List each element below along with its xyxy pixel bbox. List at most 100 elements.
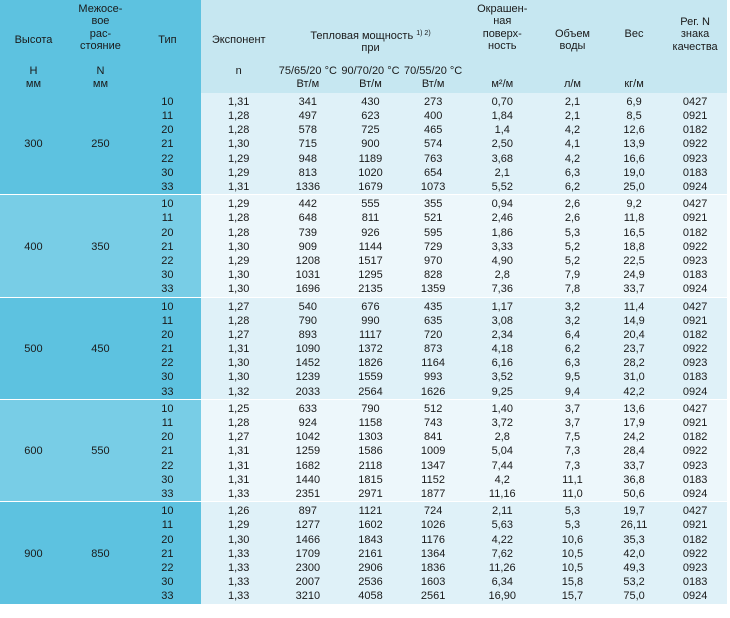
cell-water-volume: 11,1	[540, 472, 605, 488]
table-row: 600 550 10 1,25 633 790 512 1,40 3,7 13,6 0427	[0, 398, 727, 502]
group-height-cell: 400	[0, 194, 67, 298]
table-row: 500 450 10 1,27 540 676 435 1,17 3,2 11,4 0427	[0, 296, 727, 400]
cell-weight: 17,9	[604, 416, 664, 431]
cell-type: 10	[133, 501, 201, 519]
cell-exponent: 1,30	[200, 370, 277, 385]
cell-power-90-70: 623	[339, 109, 402, 124]
cell-water-volume: 6,3	[540, 165, 605, 181]
cell-reg-number: 0924	[663, 487, 727, 502]
cell-power-70-55: 724	[401, 501, 465, 519]
cell-type: 10	[133, 194, 201, 212]
cell-exponent: 1,29	[200, 194, 277, 212]
cell-type: 33	[133, 589, 201, 604]
cell-painted-surface: 6,34	[464, 575, 541, 590]
cell-type: 21	[133, 239, 201, 255]
cell-water-volume: 5,3	[540, 518, 605, 533]
table-row: 11 1,28 790 990 635 3,08 3,2 14,9 0921	[0, 313, 727, 328]
cell-weight: 8,5	[604, 109, 664, 124]
header-painted-line3: поверх-	[482, 27, 522, 40]
header-heat-power-label: Тепловая мощность	[310, 30, 414, 42]
cell-power-75-65: 497	[276, 109, 340, 124]
table-row: 22 1,30 1452 1826 1164 6,16 6,3 28,2 0923	[0, 356, 727, 371]
cell-exponent: 1,33	[200, 575, 277, 590]
group-height-cell: 600	[0, 398, 67, 502]
cell-exponent: 1,30	[200, 356, 277, 371]
cell-type: 21	[133, 546, 201, 561]
cell-power-90-70: 900	[339, 137, 402, 152]
cell-weight: 22,5	[604, 254, 664, 269]
cell-power-90-70: 1826	[339, 356, 402, 371]
cell-weight: 35,3	[604, 532, 664, 547]
cell-weight: 24,9	[604, 268, 664, 283]
cell-reg-number: 0924	[663, 282, 727, 298]
cell-painted-surface: 6,16	[464, 356, 541, 371]
table-row: 21 1,31 1259 1586 1009 5,04 7,3 28,4 0922	[0, 444, 727, 459]
cell-power-70-55: 400	[401, 109, 465, 124]
cell-weight: 9,2	[604, 194, 664, 212]
header-height-label: Высота	[14, 34, 53, 47]
cell-reg-number: 0922	[663, 239, 727, 255]
cell-water-volume: 4,2	[540, 123, 605, 138]
cell-exponent: 1,30	[200, 239, 277, 255]
cell-power-70-55: 720	[401, 328, 465, 343]
cell-exponent: 1,28	[200, 211, 277, 226]
cell-type: 11	[133, 416, 201, 431]
header-weight: Вес	[604, 0, 664, 65]
table-row: 11 1,29 1277 1602 1026 5,63 5,3 26,11 0921	[0, 518, 727, 533]
cell-power-70-55: 1836	[401, 561, 465, 576]
cell-water-volume: 7,3	[540, 444, 605, 459]
cell-weight: 33,7	[604, 458, 664, 473]
cell-power-75-65: 897	[276, 501, 340, 519]
cell-type: 33	[133, 180, 201, 195]
table-row: 900 850 10 1,26 897 1121 724 2,11 5,3 19,7 0427	[0, 501, 727, 604]
cell-type: 33	[133, 487, 201, 502]
header-mode2: 90/70/20 °C	[339, 65, 402, 78]
cell-power-70-55: 273	[401, 93, 465, 110]
cell-weight: 16,5	[604, 225, 664, 240]
cell-painted-surface: 9,25	[464, 384, 541, 400]
cell-power-75-65: 341	[276, 93, 340, 110]
header-exponent-label: Экспонент	[211, 34, 266, 47]
cell-water-volume: 2,1	[540, 109, 605, 124]
cell-power-70-55: 435	[401, 296, 465, 314]
cell-reg-number: 0183	[663, 268, 727, 283]
header-weight-unit-spacer	[604, 65, 664, 78]
group-spacing-cell: 550	[66, 398, 134, 502]
cell-painted-surface: 7,36	[464, 282, 541, 298]
cell-weight: 23,7	[604, 342, 664, 357]
cell-exponent: 1,30	[200, 268, 277, 283]
header-unit-weight: кг/м	[604, 78, 664, 93]
cell-reg-number: 0183	[663, 165, 727, 181]
cell-water-volume: 2,6	[540, 211, 605, 226]
cell-power-70-55: 841	[401, 430, 465, 445]
cell-power-75-65: 1452	[276, 356, 340, 371]
cell-power-70-55: 595	[401, 225, 465, 240]
header-spacing: Межосе- вое рас- стояние	[66, 0, 134, 65]
cell-type: 30	[133, 575, 201, 590]
table-row: 33 1,30 1696 2135 1359 7,36 7,8 33,7 0924	[0, 282, 727, 298]
cell-weight: 18,8	[604, 239, 664, 255]
cell-painted-surface: 7,44	[464, 458, 541, 473]
cell-type: 30	[133, 370, 201, 385]
cell-power-90-70: 1121	[339, 501, 402, 519]
cell-exponent: 1,33	[200, 589, 277, 604]
cell-type: 11	[133, 211, 201, 226]
cell-reg-number: 0922	[663, 546, 727, 561]
cell-power-70-55: 763	[401, 151, 465, 166]
cell-water-volume: 6,2	[540, 180, 605, 195]
cell-painted-surface: 2,8	[464, 430, 541, 445]
cell-painted-surface: 5,04	[464, 444, 541, 459]
cell-painted-surface: 11,16	[464, 487, 541, 502]
cell-power-70-55: 729	[401, 239, 465, 255]
cell-painted-surface: 4,22	[464, 532, 541, 547]
cell-reg-number: 0921	[663, 518, 727, 533]
table-row: 33 1,31 1336 1679 1073 5,52 6,2 25,0 0924	[0, 180, 727, 195]
header-water-volume: Объем воды	[540, 0, 605, 65]
cell-power-75-65: 1709	[276, 546, 340, 561]
header-unit-w1: Вт/м	[276, 78, 340, 93]
cell-power-90-70: 555	[339, 194, 402, 212]
cell-power-70-55: 970	[401, 254, 465, 269]
header-reg-number: Рег. N знака качества	[663, 0, 727, 65]
cell-power-90-70: 2536	[339, 575, 402, 590]
header-painted-unit-spacer	[464, 65, 541, 78]
